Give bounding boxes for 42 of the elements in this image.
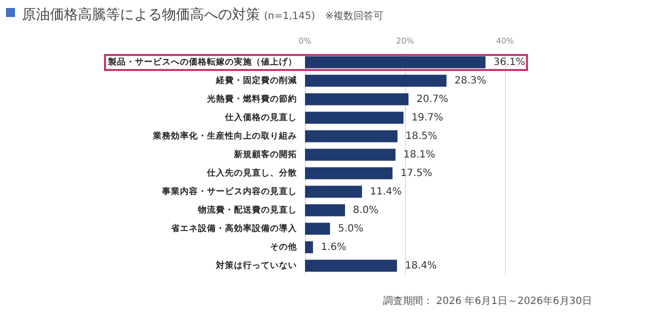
- y-tick-label: 対策は行っていない: [215, 260, 297, 271]
- data-label: 17.5%: [400, 168, 432, 179]
- bar: [305, 260, 397, 272]
- x-tick-label: 20%: [396, 36, 414, 46]
- text: 調査期間： 2026 年6月1日～2026年6月30日: [382, 294, 592, 308]
- chart-subtitle: (n=1,145) ※複数回答可: [264, 11, 384, 22]
- y-tick-label: 仕入先の見直し、分散: [206, 167, 298, 178]
- bar: [305, 112, 404, 124]
- y-tick-label: 経費・固定費の削減: [215, 74, 297, 86]
- data-label: 19.7%: [412, 112, 444, 124]
- data-label: 18.5%: [406, 130, 438, 142]
- y-tick-label: 仕入価格の見直し: [224, 112, 297, 123]
- data-label: 11.4%: [370, 186, 402, 198]
- data-label: 20.7%: [416, 94, 448, 105]
- y-tick-label: 省エネ設備・高効率設備の導入: [170, 222, 298, 234]
- data-label: 8.0%: [353, 204, 378, 216]
- x-tick-label: 0%: [298, 36, 312, 46]
- bar: [305, 186, 362, 198]
- y-tick-label: その他: [270, 241, 298, 252]
- bar: [305, 241, 313, 254]
- y-tick-label: 光熱費・燃料費の節約: [206, 93, 297, 104]
- bar: [305, 93, 408, 106]
- data-label: 18.1%: [404, 149, 436, 160]
- bar: [305, 148, 396, 161]
- y-tick-label: 業務効率化・生産性向上の取り組み: [152, 130, 297, 142]
- y-tick-label: 新規顧客の開拓: [233, 148, 297, 160]
- y-tick-label: 事業内容・サービス内容の見直し: [161, 186, 297, 197]
- bar: [305, 74, 446, 87]
- bar: [305, 130, 398, 142]
- y-tick-label: 製品・サービスへの価格転嫁の実施（値上げ）: [107, 56, 297, 68]
- bar: [305, 222, 330, 235]
- data-label: 18.4%: [405, 260, 437, 272]
- bar: [305, 56, 486, 68]
- y-tick-label: 物流費・配送費の見直し: [197, 204, 297, 216]
- bar: [305, 204, 345, 216]
- text: 原油価格高騰等による物価高への対策: [22, 7, 260, 23]
- data-label: 36.1%: [494, 56, 526, 68]
- bar: [305, 167, 392, 180]
- data-label: 5.0%: [338, 223, 364, 234]
- data-label: 1.6%: [321, 242, 346, 253]
- data-label: 28.3%: [454, 75, 486, 86]
- x-tick-label: 40%: [496, 36, 514, 46]
